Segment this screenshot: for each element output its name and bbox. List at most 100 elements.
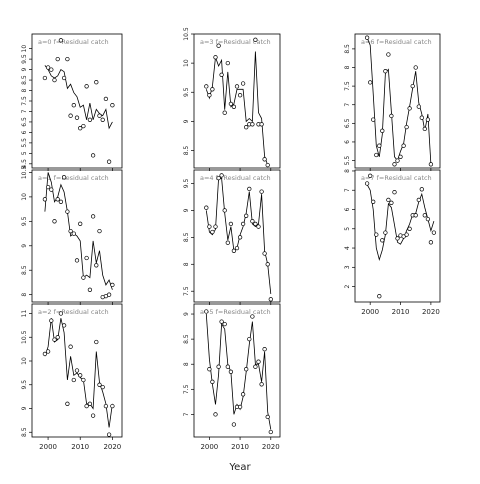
data-point	[407, 106, 412, 111]
y-tick-label: 8.5	[183, 232, 190, 242]
data-point	[228, 101, 234, 107]
data-point	[97, 228, 102, 234]
panel-label: a=4 f=Residual catch	[200, 174, 271, 182]
data-point	[106, 432, 112, 437]
panel-frame	[31, 303, 123, 438]
y-tick-label: 7.5	[21, 96, 28, 106]
data-point	[45, 65, 51, 70]
panel-frame	[193, 169, 281, 303]
data-point	[413, 65, 418, 70]
y-tick-label: 4.5	[21, 159, 28, 169]
panel-label: a=6 f=Residual catch	[361, 38, 432, 46]
y-tick-label: 7.5	[183, 286, 190, 296]
data-point	[234, 245, 240, 251]
data-point	[68, 228, 73, 234]
panel-frame	[31, 33, 123, 169]
data-point	[42, 197, 48, 202]
panel-frame	[354, 33, 441, 169]
data-point	[94, 80, 99, 85]
fit-line	[366, 37, 432, 165]
x-tick-label: 2020	[103, 443, 121, 451]
panel-1: a=1 f=Residual catch 8 8.5 9 9.5 10 10.5	[21, 166, 123, 305]
y-tick-label: 8	[183, 362, 190, 366]
data-point	[78, 373, 83, 378]
data-point	[237, 93, 243, 98]
y-tick-label: 10	[21, 357, 28, 365]
data-point	[45, 349, 51, 354]
y-tick-label: 8	[344, 65, 351, 69]
y-tick-label: 9	[183, 119, 190, 123]
y-tick-label: 8.5	[21, 75, 28, 85]
data-point	[377, 143, 382, 148]
x-tick-label: 2010	[392, 308, 410, 316]
data-point	[253, 364, 258, 369]
data-point	[210, 229, 215, 235]
data-point	[87, 401, 93, 406]
panel-label: a=0 f=Residual catch	[38, 38, 109, 46]
data-point	[222, 208, 227, 213]
data-point	[110, 282, 115, 288]
y-tick-label: 7	[183, 412, 190, 416]
y-tick-label: 2	[344, 284, 351, 288]
data-point	[225, 364, 230, 369]
data-point	[253, 37, 258, 42]
panel-frame	[354, 169, 441, 303]
data-point	[404, 124, 409, 130]
y-tick-label: 6	[21, 130, 28, 134]
data-point	[74, 115, 80, 120]
data-point	[74, 258, 80, 263]
data-point	[207, 367, 212, 372]
y-tick-label: 11	[21, 310, 28, 318]
panel-frame	[193, 303, 281, 438]
data-point	[225, 60, 230, 66]
data-point	[84, 84, 89, 89]
data-point	[364, 181, 370, 186]
data-point	[61, 175, 67, 180]
data-point	[419, 115, 424, 120]
data-point	[110, 403, 115, 409]
data-point	[262, 347, 267, 352]
y-tick-label: 9	[183, 208, 190, 212]
data-point	[231, 422, 237, 427]
y-tick-label: 6	[344, 207, 351, 211]
data-point	[225, 240, 230, 245]
data-point	[392, 190, 397, 195]
data-point	[103, 96, 109, 102]
data-point	[265, 262, 270, 267]
panel-frame	[193, 33, 281, 169]
data-point	[49, 187, 54, 192]
data-point	[256, 359, 261, 364]
data-point	[386, 52, 391, 57]
data-point	[247, 186, 252, 192]
y-tick-label: 9.5	[183, 87, 190, 97]
data-point	[45, 184, 51, 190]
y-tick-label: 9	[183, 312, 190, 316]
y-tick-label: 9.5	[183, 179, 190, 189]
data-point	[392, 162, 397, 167]
y-tick-label: 7.5	[183, 384, 190, 394]
data-point	[368, 173, 373, 178]
data-point	[52, 337, 57, 342]
data-point	[222, 110, 227, 115]
x-tick-label: 2010	[231, 443, 249, 451]
data-point	[216, 364, 221, 369]
y-tick-label: 9.5	[21, 54, 28, 64]
data-point	[237, 404, 243, 410]
data-point	[42, 75, 48, 81]
y-tick-label: 7	[344, 188, 351, 192]
data-point	[262, 157, 267, 162]
data-point	[371, 199, 376, 204]
data-point	[81, 123, 86, 129]
data-point	[213, 55, 218, 60]
data-point	[383, 69, 388, 74]
data-point	[410, 83, 415, 89]
y-tick-label: 7	[344, 103, 351, 107]
y-tick-label: 8	[21, 88, 28, 92]
data-point	[416, 197, 421, 203]
y-tick-label: 8.5	[183, 146, 190, 156]
y-tick-label: 8.5	[21, 265, 28, 275]
data-point	[216, 175, 221, 181]
data-point	[253, 221, 258, 227]
y-tick-label: 9.5	[21, 380, 28, 390]
